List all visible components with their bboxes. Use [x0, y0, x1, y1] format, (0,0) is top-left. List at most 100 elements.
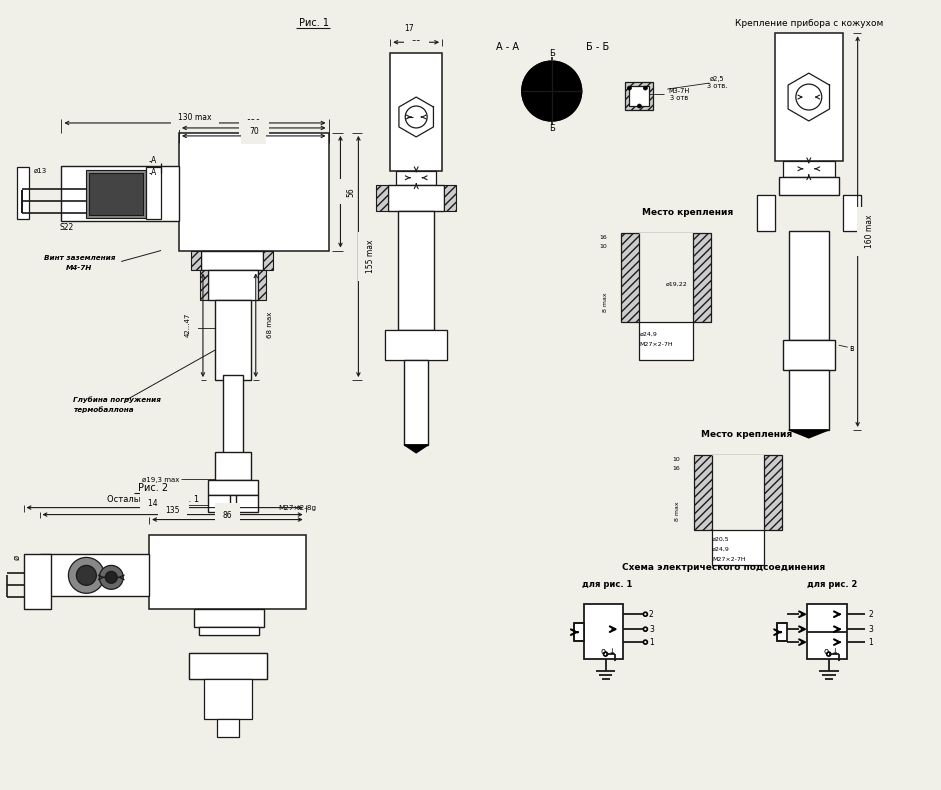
Text: 155 max: 155 max — [366, 239, 375, 273]
Text: 3 отв.: 3 отв. — [707, 83, 727, 89]
Bar — [779, 177, 838, 194]
Text: 42...47: 42...47 — [185, 313, 191, 337]
Polygon shape — [551, 91, 582, 121]
Bar — [583, 604, 624, 659]
Text: ø2,5: ø2,5 — [710, 76, 725, 82]
Text: 10: 10 — [673, 457, 680, 462]
Bar — [385, 330, 447, 360]
Text: ø20,5: ø20,5 — [712, 537, 730, 542]
Polygon shape — [522, 61, 551, 91]
Bar — [806, 604, 847, 659]
Bar — [843, 194, 861, 231]
Text: А - А: А - А — [496, 42, 519, 52]
Text: ø24,9: ø24,9 — [639, 332, 657, 337]
Text: 145 max: 145 max — [148, 499, 182, 508]
Text: о ↓: о ↓ — [824, 646, 839, 656]
Bar — [87, 170, 146, 217]
Bar — [146, 167, 161, 219]
Polygon shape — [522, 91, 551, 121]
Text: 38: 38 — [411, 34, 421, 43]
Bar — [789, 231, 829, 340]
Text: Место крепления: Место крепления — [642, 208, 733, 217]
Bar — [789, 370, 829, 430]
Text: Рис. 2: Рис. 2 — [138, 483, 168, 493]
Text: в: в — [850, 344, 853, 352]
Text: термобаллона: термобаллона — [73, 407, 134, 413]
Bar — [199, 270, 208, 300]
Text: Винт заземления: Винт заземления — [43, 255, 115, 261]
Bar — [396, 171, 436, 185]
Text: 17: 17 — [405, 24, 414, 33]
Text: ø13: ø13 — [34, 167, 47, 174]
Bar — [394, 96, 439, 138]
Text: 16: 16 — [673, 466, 680, 472]
Bar — [444, 185, 456, 211]
Bar — [179, 133, 328, 250]
Bar — [61, 166, 179, 220]
Bar — [191, 250, 201, 270]
Text: ø19,22: ø19,22 — [665, 282, 687, 287]
Text: ø: ø — [12, 555, 21, 560]
Text: М3-7Н: М3-7Н — [669, 88, 690, 94]
Text: A: A — [151, 168, 156, 177]
Circle shape — [522, 61, 582, 121]
Bar — [194, 609, 263, 627]
Text: 56: 56 — [346, 187, 355, 197]
Text: ø24,9: ø24,9 — [712, 547, 730, 552]
Text: 120: 120 — [247, 119, 261, 129]
Bar — [24, 555, 52, 609]
Text: 3: 3 — [649, 625, 654, 634]
Bar — [215, 300, 250, 380]
Text: Остальное см. рис. 1: Остальное см. рис. 1 — [107, 495, 199, 504]
Text: 8 max: 8 max — [676, 502, 680, 521]
Bar — [405, 360, 428, 445]
Bar — [204, 679, 252, 719]
Text: M27×2-8g: M27×2-8g — [279, 505, 317, 510]
Text: Схема электрического подсоединения: Схема электрического подсоединения — [623, 563, 826, 572]
Circle shape — [628, 86, 631, 90]
Text: Б: Б — [549, 49, 554, 58]
Text: для рис. 1: для рис. 1 — [582, 580, 632, 589]
Bar — [208, 480, 258, 495]
Text: 135: 135 — [166, 506, 180, 515]
Text: 1: 1 — [869, 638, 873, 647]
Bar — [757, 194, 775, 231]
Text: Б - Б: Б - Б — [586, 42, 609, 52]
Text: Глубина погружения: Глубина погружения — [73, 397, 161, 404]
Bar — [389, 185, 444, 211]
Bar — [777, 623, 787, 641]
Bar — [208, 270, 258, 300]
Bar — [626, 82, 653, 110]
Text: 160 max: 160 max — [865, 215, 874, 248]
Bar — [199, 627, 259, 635]
Bar — [223, 375, 243, 455]
Bar — [574, 623, 583, 641]
Bar — [639, 322, 694, 360]
Bar — [843, 194, 861, 231]
Text: 1: 1 — [649, 638, 654, 647]
Text: 3 отв: 3 отв — [670, 95, 689, 101]
Text: 8 max: 8 max — [602, 292, 608, 312]
Circle shape — [105, 571, 118, 583]
Text: S30: S30 — [179, 325, 193, 335]
Bar — [639, 232, 694, 322]
Circle shape — [637, 104, 642, 108]
Polygon shape — [789, 430, 829, 438]
Bar — [712, 529, 764, 566]
Bar — [398, 211, 434, 330]
Bar — [40, 555, 149, 596]
Bar — [216, 719, 239, 737]
Text: M27×2-7Н: M27×2-7Н — [712, 557, 746, 562]
Bar — [757, 194, 775, 231]
Bar — [783, 340, 835, 370]
Text: 86: 86 — [222, 511, 232, 520]
Bar — [263, 250, 273, 270]
Bar — [385, 330, 447, 360]
Circle shape — [76, 566, 96, 585]
Bar — [201, 250, 263, 270]
Bar — [189, 653, 266, 679]
Text: M27×2-7Н: M27×2-7Н — [639, 342, 673, 347]
Bar — [694, 455, 782, 529]
Polygon shape — [405, 445, 428, 453]
Text: S22: S22 — [59, 223, 73, 232]
